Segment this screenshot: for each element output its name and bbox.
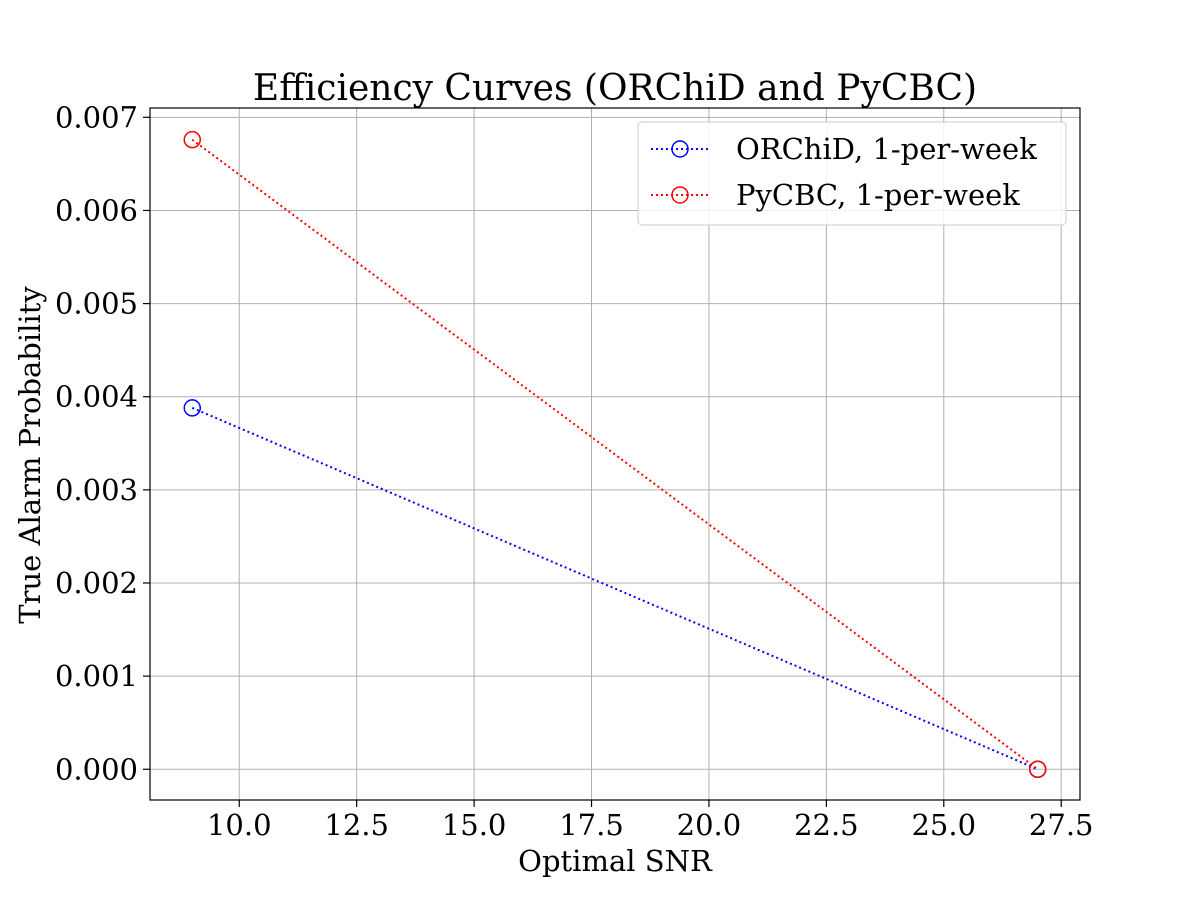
y-tick-label: 0.001 — [55, 659, 138, 693]
series-line-1 — [191, 138, 1039, 771]
y-tick-label: 0.005 — [55, 287, 138, 321]
y-tick-label: 0.004 — [55, 380, 138, 414]
x-tick-label: 15.0 — [442, 808, 507, 842]
y-tick-label: 0.002 — [55, 566, 138, 600]
legend-label-1: PyCBC, 1-per-week — [736, 178, 1020, 212]
data-point — [183, 399, 202, 417]
x-axis-ticks: 10.0 12.5 15.0 17.5 20.0 22.5 25.0 27.5 — [207, 800, 1094, 842]
chart-title: Efficiency Curves (ORChiD and PyCBC) — [253, 68, 977, 109]
series-layer — [183, 130, 1047, 779]
x-tick-label: 25.0 — [911, 808, 976, 842]
legend-marker-0 — [671, 140, 689, 158]
x-tick-label: 10.0 — [207, 808, 272, 842]
series-line-0 — [191, 406, 1039, 771]
x-tick-label: 20.0 — [677, 808, 742, 842]
legend: ORChiD, 1-per-week PyCBC, 1-per-week — [637, 121, 1067, 226]
plot-area-frame — [149, 107, 1081, 801]
y-axis-label: True Alarm Probability — [13, 286, 47, 624]
y-axis-ticks: 0.000 0.001 0.002 0.003 0.004 0.005 0.006 0.007 — [55, 100, 150, 786]
legend-label-0: ORChiD, 1-per-week — [736, 132, 1037, 166]
x-tick-label: 27.5 — [1029, 808, 1094, 842]
y-tick-label: 0.006 — [55, 193, 138, 227]
data-point — [1028, 760, 1047, 779]
legend-box — [637, 121, 1067, 226]
x-tick-label: 22.5 — [794, 808, 859, 842]
y-tick-label: 0.000 — [55, 752, 138, 786]
y-tick-label: 0.007 — [55, 100, 138, 134]
data-point — [183, 130, 202, 149]
x-axis-label: Optimal SNR — [518, 844, 713, 878]
y-tick-label: 0.003 — [55, 473, 138, 507]
legend-marker-1 — [671, 186, 689, 204]
x-tick-label: 17.5 — [559, 808, 624, 842]
x-tick-label: 12.5 — [324, 808, 389, 842]
